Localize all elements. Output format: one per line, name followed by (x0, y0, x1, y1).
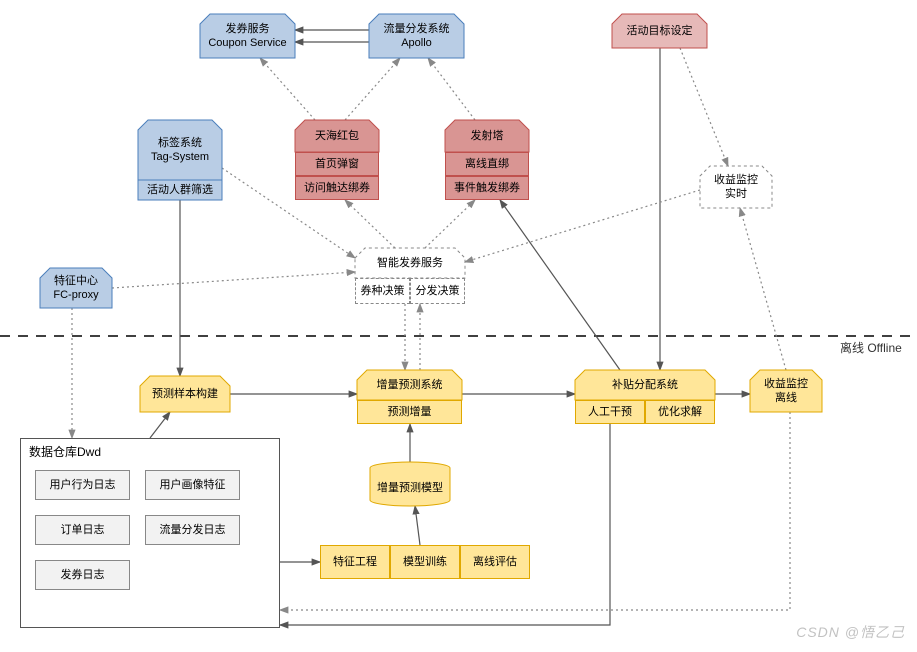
node-alloc_h: 补贴分配系统 (575, 370, 715, 400)
node-label: Coupon Service (208, 36, 286, 50)
node-monitor_rt: 收益监控实时 (700, 166, 772, 208)
node-train: 模型训练 (390, 545, 460, 579)
node-label: 优化求解 (658, 405, 702, 419)
node-title: 数据仓库Dwd (29, 445, 101, 461)
node-fc: 特征中心FC-proxy (40, 268, 112, 308)
node-label: 离线直绑 (465, 157, 509, 171)
node-svc_h: 智能发券服务 (355, 248, 465, 278)
node-label: 发券日志 (61, 568, 105, 582)
node-label: 离线评估 (473, 555, 517, 569)
node-label: 发券服务 (226, 22, 270, 36)
node-tdred_b: 访问触达绑券 (295, 176, 379, 200)
node-dwd5: 发券日志 (35, 560, 130, 590)
node-tag-sub: 活动人群筛选 (138, 180, 222, 200)
node-incr_h: 增量预测系统 (357, 370, 462, 400)
node-alloc_b: 优化求解 (645, 400, 715, 424)
node-label: 收益监控 (764, 377, 808, 391)
node-dwd1: 用户行为日志 (35, 470, 130, 500)
node-svc_b: 分发决策 (410, 278, 465, 304)
node-label: 标签系统 (158, 136, 202, 150)
node-label: Apollo (401, 36, 432, 50)
node-sublabel: 活动人群筛选 (147, 183, 213, 197)
node-label: 实时 (725, 187, 747, 201)
node-monitor_off: 收益监控离线 (750, 370, 822, 412)
node-tdred_a: 首页弹窗 (295, 152, 379, 176)
node-label: 收益监控 (714, 173, 758, 187)
node-label: 发射塔 (471, 129, 504, 143)
node-label: 智能发券服务 (377, 256, 443, 270)
node-model: 增量预测模型 (370, 470, 450, 506)
node-sample: 预测样本构建 (140, 376, 230, 412)
node-alloc_a: 人工干预 (575, 400, 645, 424)
node-dwd3: 订单日志 (35, 515, 130, 545)
node-label: 增量预测模型 (377, 481, 443, 495)
node-label: 预测样本构建 (152, 387, 218, 401)
node-label: 用户行为日志 (50, 478, 116, 492)
node-label: 预测增量 (388, 405, 432, 419)
node-label: 流量分发日志 (160, 523, 226, 537)
node-label: 首页弹窗 (315, 157, 359, 171)
node-label: 增量预测系统 (377, 378, 443, 392)
node-label: 分发决策 (416, 284, 460, 298)
node-label: 天海红包 (315, 129, 359, 143)
node-label: 补贴分配系统 (612, 378, 678, 392)
node-label: 访问触达绑券 (304, 181, 370, 195)
node-incr_s: 预测增量 (357, 400, 462, 424)
diagram-canvas: { "canvas": { "width": 917, "height": 65… (0, 0, 917, 652)
node-launch_b: 事件触发绑券 (445, 176, 529, 200)
node-coupon: 发券服务Coupon Service (200, 14, 295, 58)
watermark: CSDN @悟乙己 (796, 622, 905, 642)
node-goal: 活动目标设定 (612, 14, 707, 48)
node-label: Tag-System (151, 150, 209, 164)
node-dwd4: 流量分发日志 (145, 515, 240, 545)
node-label: 用户画像特征 (160, 478, 226, 492)
node-label: 券种决策 (361, 284, 405, 298)
node-label: 特征中心 (54, 274, 98, 288)
node-apollo: 流量分发系统Apollo (369, 14, 464, 58)
node-evalr: 离线评估 (460, 545, 530, 579)
node-label: 活动目标设定 (627, 24, 693, 38)
node-launch_h: 发射塔 (445, 120, 529, 152)
node-label: 离线 (775, 391, 797, 405)
node-label: 特征工程 (333, 555, 377, 569)
node-tag: 标签系统Tag-System (138, 120, 222, 180)
node-svc_a: 券种决策 (355, 278, 410, 304)
node-feat: 特征工程 (320, 545, 390, 579)
node-launch_a: 离线直绑 (445, 152, 529, 176)
node-dwd2: 用户画像特征 (145, 470, 240, 500)
node-label: 流量分发系统 (384, 22, 450, 36)
node-label: 模型训练 (403, 555, 447, 569)
node-label: 事件触发绑券 (454, 181, 520, 195)
svg-text:离线 Offline: 离线 Offline (840, 340, 902, 355)
node-label: 订单日志 (61, 523, 105, 537)
node-label: FC-proxy (53, 288, 98, 302)
node-label: 人工干预 (588, 405, 632, 419)
node-tdred_h: 天海红包 (295, 120, 379, 152)
